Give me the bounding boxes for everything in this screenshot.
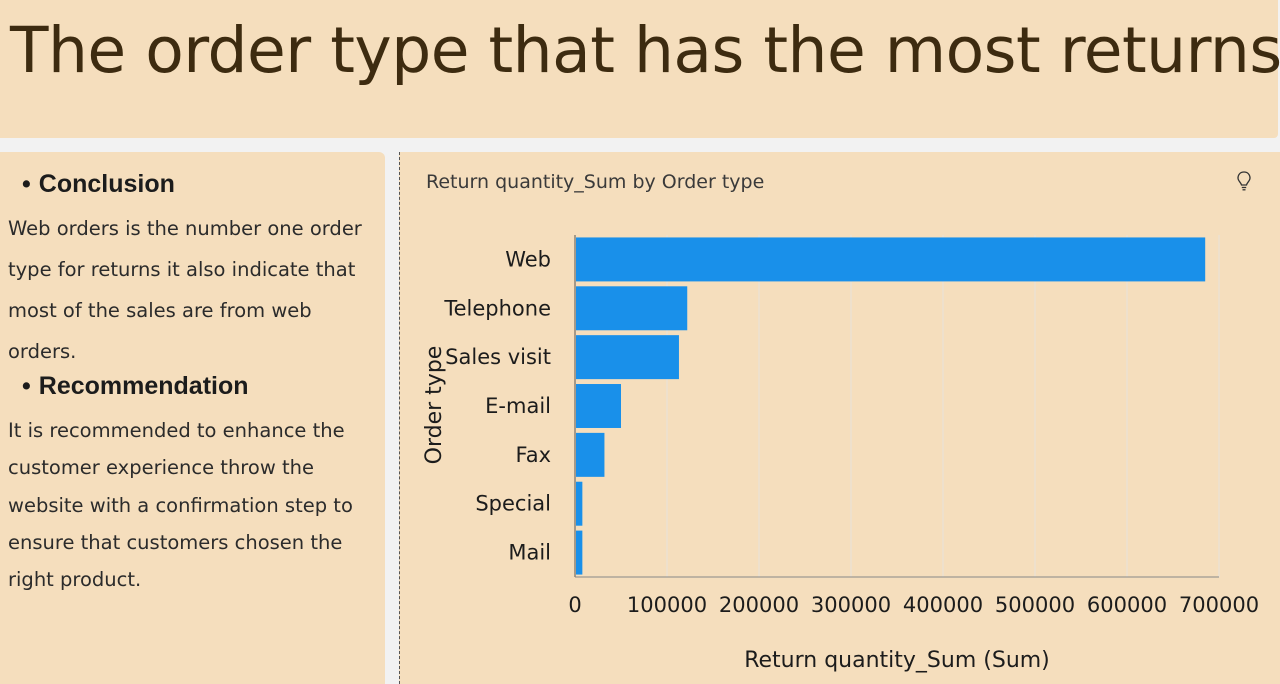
- page-title: The order type that has the most returns: [10, 14, 1280, 87]
- bar-special[interactable]: [576, 481, 583, 526]
- recommendation-text: It is recommended to enhance the custome…: [8, 419, 353, 592]
- bar-mail[interactable]: [576, 530, 583, 575]
- x-tick-label: 100000: [627, 593, 707, 617]
- x-tick-label: 500000: [995, 593, 1075, 617]
- recommendation-heading-label: Recommendation: [38, 372, 249, 400]
- bar-chart: Web Telephone Sales visit E-mail Fax Special M…: [422, 235, 1259, 673]
- conclusion-heading: • Conclusion: [22, 170, 175, 199]
- conclusion-heading-label: Conclusion: [38, 170, 175, 198]
- bar-e-mail[interactable]: [576, 384, 621, 428]
- bar-sales-visit[interactable]: [576, 335, 679, 380]
- y-tick-label: Telephone: [443, 296, 551, 320]
- recommendation-heading: • Recommendation: [22, 372, 249, 401]
- title-panel: The order type that has the most returns: [0, 0, 1280, 138]
- bullet-icon: •: [22, 170, 31, 198]
- bar-fax[interactable]: [576, 432, 605, 477]
- y-tick-label: E-mail: [485, 394, 551, 418]
- bar-web[interactable]: [576, 237, 1206, 282]
- y-tick-label: Web: [505, 247, 551, 271]
- x-tick-label: 200000: [719, 593, 799, 617]
- y-axis-title: Order type: [422, 346, 447, 465]
- x-axis-title: Return quantity_Sum (Sum): [744, 648, 1050, 673]
- conclusion-text: Web orders is the number one order type …: [8, 217, 362, 363]
- notes-panel: [0, 152, 385, 684]
- y-tick-label: Fax: [516, 443, 551, 467]
- bar-telephone[interactable]: [576, 286, 688, 331]
- x-tick-label: 400000: [903, 593, 983, 617]
- x-tick-label: 300000: [811, 593, 891, 617]
- bullet-icon: •: [22, 372, 31, 400]
- chart-title: Return quantity_Sum by Order type: [426, 171, 765, 193]
- y-tick-label: Sales visit: [445, 345, 551, 369]
- x-tick-label: 0: [568, 593, 581, 617]
- y-tick-label: Mail: [508, 541, 551, 565]
- x-tick-label: 700000: [1179, 593, 1259, 617]
- y-tick-label: Special: [475, 492, 551, 516]
- lightbulb-icon[interactable]: [1236, 170, 1252, 196]
- x-tick-label: 600000: [1087, 593, 1167, 617]
